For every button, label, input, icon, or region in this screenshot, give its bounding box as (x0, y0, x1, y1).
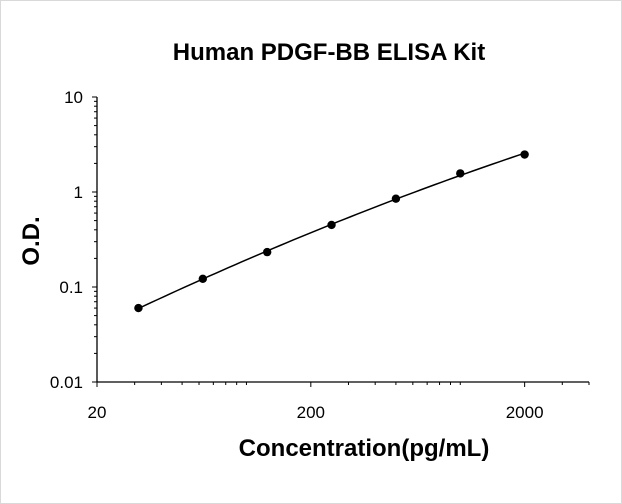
y-axis-label: O.D. (18, 216, 45, 265)
y-tick-label: 1 (74, 183, 83, 202)
x-tick-label: 20 (88, 403, 107, 422)
chart-title: Human PDGF-BB ELISA Kit (173, 39, 485, 66)
data-point (391, 194, 401, 203)
data-point (262, 247, 272, 257)
data-point (456, 169, 465, 178)
data-point (520, 150, 529, 159)
data-point (327, 220, 336, 230)
fit-curve (138, 152, 525, 310)
fit-curve-layer (138, 152, 525, 310)
data-point (134, 303, 143, 313)
data-point (198, 274, 208, 283)
x-tick-label: 2000 (506, 403, 544, 422)
y-tick-label: 10 (64, 88, 83, 107)
y-tick-label: 0.01 (50, 373, 83, 392)
data-points (134, 150, 529, 313)
x-tick-label: 200 (297, 403, 325, 422)
y-tick-label: 0.1 (59, 278, 83, 297)
axes: 0.01 0.1 1 10 20 200 2000 (50, 88, 590, 422)
x-axis-label: Concentration(pg/mL) (239, 435, 490, 462)
